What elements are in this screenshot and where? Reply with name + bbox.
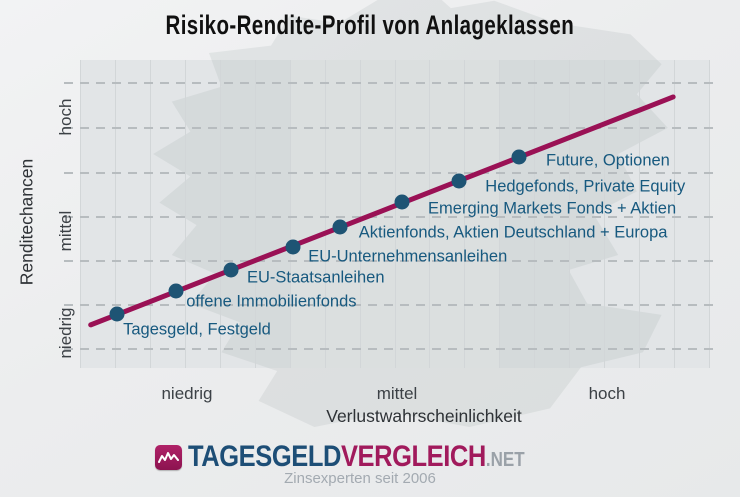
gridline-vertical bbox=[394, 60, 396, 368]
gridline-dashed bbox=[64, 82, 716, 84]
gridline-vertical bbox=[569, 60, 571, 368]
x-axis-title: Verlustwahrscheinlichkeit bbox=[326, 406, 522, 426]
gridline-vertical bbox=[80, 60, 81, 368]
data-point bbox=[109, 306, 125, 322]
gridline-vertical bbox=[674, 60, 676, 368]
gridline-vertical bbox=[114, 60, 116, 368]
gridline-dashed bbox=[64, 304, 716, 306]
point-label: EU-Unternehmensanleihen bbox=[308, 247, 508, 266]
point-label: Hedgefonds, Private Equity bbox=[485, 177, 686, 196]
logo: TAGESGELDVERGLEICH.NET bbox=[0, 440, 740, 474]
plot-band-2 bbox=[499, 60, 709, 368]
point-label: Aktienfonds, Aktien Deutschland + Europa bbox=[358, 223, 668, 242]
data-point bbox=[285, 239, 301, 255]
gridline-vertical bbox=[534, 60, 536, 368]
logo-text-tagesgeld: TAGESGELD bbox=[188, 440, 342, 473]
data-point bbox=[394, 194, 410, 210]
logo-text-net: .NET bbox=[486, 449, 526, 471]
point-label: EU-Staatsanleihen bbox=[246, 268, 385, 287]
gridline-vertical bbox=[359, 60, 361, 368]
gridline-vertical bbox=[254, 60, 256, 368]
y-tick-niedrig: niedrig bbox=[56, 307, 75, 359]
gridline-vertical bbox=[639, 60, 641, 368]
y-axis-title: Renditechancen bbox=[16, 158, 37, 286]
gridline-vertical bbox=[324, 60, 326, 368]
plot-band-1 bbox=[289, 60, 500, 368]
gridline-vertical bbox=[499, 60, 501, 368]
pulse-chart-icon bbox=[155, 444, 183, 470]
x-tick-hoch: hoch bbox=[588, 384, 626, 403]
chart-title: Risiko-Rendite-Profil von Anlageklassen bbox=[165, 10, 575, 40]
logo-tagline: Zinsexperten seit 2006 bbox=[284, 470, 436, 487]
data-point bbox=[511, 149, 527, 165]
gridline-dashed bbox=[64, 216, 716, 218]
point-label: offene Immobilienfonds bbox=[186, 292, 357, 311]
point-label: Future, Optionen bbox=[546, 151, 670, 170]
gridline-dashed bbox=[64, 348, 716, 350]
gridline-vertical bbox=[709, 60, 710, 368]
gridline-vertical bbox=[464, 60, 466, 368]
y-tick-hoch: hoch bbox=[56, 98, 75, 136]
data-point bbox=[451, 173, 467, 189]
point-label: Emerging Markets Fonds + Aktien bbox=[428, 199, 677, 218]
data-point bbox=[223, 262, 239, 278]
gridline-dashed bbox=[64, 127, 716, 129]
gridline-vertical bbox=[219, 60, 221, 368]
gridline-vertical bbox=[184, 60, 186, 368]
point-label: Tagesgeld, Festgeld bbox=[123, 320, 271, 339]
x-tick-mittel: mittel bbox=[376, 384, 418, 403]
logo-text-vergleich: VERGLEICH bbox=[341, 440, 487, 473]
gridline-vertical bbox=[604, 60, 606, 368]
gridline-dashed bbox=[64, 172, 716, 174]
gridline-vertical bbox=[429, 60, 431, 368]
data-point bbox=[168, 283, 184, 299]
plot-band-0 bbox=[80, 60, 290, 368]
logo-wordmark: TAGESGELDVERGLEICH.NET bbox=[188, 440, 525, 474]
y-tick-mittel: mittel bbox=[56, 210, 75, 252]
gridline-dashed bbox=[64, 260, 716, 262]
data-point bbox=[332, 219, 348, 235]
gridline-vertical bbox=[149, 60, 151, 368]
gridline-vertical bbox=[289, 60, 291, 368]
x-tick-niedrig: niedrig bbox=[161, 384, 213, 403]
trend-line bbox=[88, 94, 676, 328]
